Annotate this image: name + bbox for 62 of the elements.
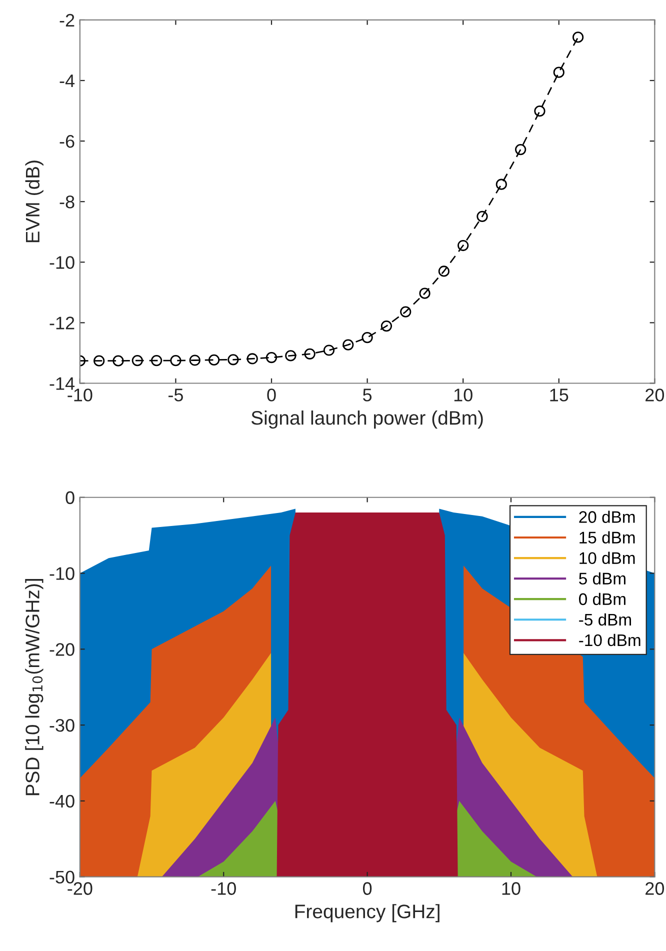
y-tick-label: -4	[60, 74, 75, 88]
point	[380, 320, 392, 332]
point	[189, 354, 200, 366]
x-tick-label: 0	[362, 882, 372, 895]
point	[246, 353, 258, 364]
x-tick-label: 20	[646, 882, 664, 895]
point	[304, 348, 316, 360]
legend-label: 0 dBm	[579, 592, 626, 606]
point	[151, 354, 162, 366]
x-axis-title: Frequency [GHz]	[295, 904, 440, 922]
point	[362, 332, 373, 344]
legend-label: 20 dBm	[579, 510, 635, 523]
point	[342, 339, 354, 350]
point	[476, 210, 488, 222]
y-axis-title: PSD [10 log$_{10}$(mW/GHz)]	[25, 579, 44, 796]
point	[553, 66, 564, 78]
point	[266, 352, 278, 364]
point	[572, 32, 584, 43]
x-axis-title: Signal launch power (dBm)	[251, 410, 483, 429]
y-tick-label: -20	[50, 643, 74, 656]
point	[400, 306, 412, 318]
x-tick-label: 5	[363, 388, 372, 402]
point	[496, 178, 507, 190]
legend-label: 5 dBm	[579, 572, 626, 585]
point	[285, 350, 296, 362]
y-tick-label: -14	[50, 377, 75, 390]
y-tick-label: -8	[60, 196, 74, 208]
x-tick-label: -10	[68, 388, 92, 402]
x-tick-label: -20	[68, 882, 92, 895]
y-tick-label: -12	[50, 316, 74, 330]
point	[438, 266, 450, 277]
x-tick-label: 15	[550, 388, 568, 402]
y-axis-title: EVM (dB)	[25, 160, 44, 242]
y-tick-label: -6	[60, 135, 74, 148]
y-tick-label: 0	[66, 491, 74, 504]
point	[419, 288, 430, 299]
point	[228, 354, 239, 366]
y-tick-label: -10	[50, 256, 74, 269]
point	[94, 355, 105, 366]
x-tick-label: 20	[646, 388, 664, 402]
point	[515, 144, 526, 156]
point	[132, 354, 143, 366]
legend-label: -5 dBm	[579, 613, 631, 626]
legend-label: -10 dBm	[579, 634, 640, 646]
point	[458, 240, 469, 252]
x-tick-label: 0	[267, 388, 276, 402]
x-tick-label: 10	[502, 882, 520, 895]
point	[112, 355, 124, 366]
x-tick-label: 10	[454, 388, 472, 402]
x-tick-label: -5	[168, 388, 183, 402]
y-tick-label: -2	[60, 14, 74, 27]
point	[323, 344, 335, 356]
point	[170, 354, 182, 366]
y-tick-label: -10	[50, 567, 74, 580]
point	[208, 354, 220, 366]
legend-label: 15 dBm	[580, 531, 635, 544]
y-tick-label: -30	[50, 718, 74, 732]
point	[534, 106, 546, 117]
y-tick-label: -50	[50, 870, 74, 884]
x-tick-label: -10	[211, 882, 236, 895]
y-tick-label: -40	[50, 794, 74, 808]
legend-label: 10 dBm	[580, 552, 635, 564]
